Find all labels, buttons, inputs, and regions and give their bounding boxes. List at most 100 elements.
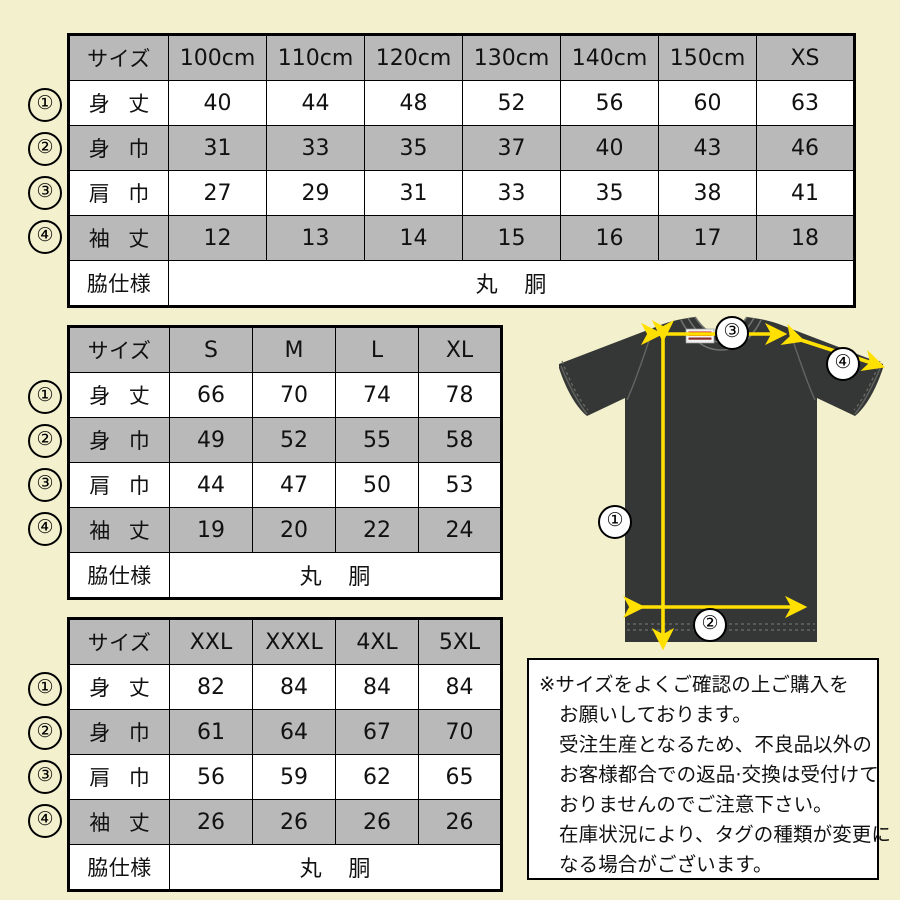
- note-line: 在庫状況により、タグの種類が変更に: [559, 823, 891, 846]
- cell: 12: [168, 215, 267, 261]
- cell: 74: [335, 372, 419, 418]
- cell: 84: [252, 664, 336, 710]
- column-header: XXL: [169, 618, 253, 665]
- column-header: M: [252, 326, 336, 373]
- cell: 26: [418, 799, 502, 845]
- cell: 15: [462, 215, 561, 261]
- row-label: 身 丈: [68, 80, 169, 126]
- note-line: お願いしております。: [559, 703, 752, 726]
- diagram-marker-1: ①: [598, 505, 632, 539]
- cell: 20: [252, 507, 336, 553]
- cell: 18: [756, 215, 855, 261]
- cell: 65: [418, 754, 502, 800]
- cell: 53: [418, 462, 502, 508]
- header-label-size: サイズ: [87, 47, 151, 71]
- table-row: 肩 巾 56 59 62 65: [68, 754, 502, 800]
- cell: 48: [364, 80, 463, 126]
- row-label: 肩 巾: [68, 754, 170, 800]
- column-header: 4XL: [335, 618, 419, 665]
- cell: 67: [335, 709, 419, 755]
- column-header: 150cm: [658, 34, 757, 81]
- note-line: 受注生産となるため、不良品以外の: [559, 733, 872, 756]
- measure-marker-3: ③: [28, 176, 62, 210]
- cell: 70: [418, 709, 502, 755]
- cell: 59: [252, 754, 336, 800]
- header-label-size: サイズ: [87, 631, 152, 655]
- cell: 50: [335, 462, 419, 508]
- cell: 55: [335, 417, 419, 463]
- table-header-row: サイズ 100cm 110cm 120cm 130cm 140cm 150cm …: [68, 34, 855, 81]
- table-row: 身 丈 82 84 84 84: [68, 664, 502, 710]
- row-label: 袖 丈: [68, 507, 170, 553]
- cell: 35: [364, 125, 463, 171]
- cell: 14: [364, 215, 463, 261]
- cell: 46: [756, 125, 855, 171]
- row-label: 袖 丈: [68, 799, 170, 845]
- measure-marker-2: ②: [28, 132, 62, 166]
- cell: 49: [169, 417, 253, 463]
- cell: 26: [335, 799, 419, 845]
- column-header: L: [335, 326, 419, 373]
- note-line: なる場合がございます。: [559, 853, 773, 876]
- footer-value: 丸 胴: [168, 260, 855, 307]
- sleeve-hem-stitch: [561, 360, 881, 411]
- column-header: 140cm: [560, 34, 659, 81]
- column-header-size: サイズ: [68, 326, 170, 373]
- cell: 84: [335, 664, 419, 710]
- measure-marker-4: ④: [28, 220, 62, 254]
- row-label: 肩 巾: [68, 170, 169, 216]
- cell: 17: [658, 215, 757, 261]
- size-table-kids: サイズ 100cm 110cm 120cm 130cm 140cm 150cm …: [67, 33, 856, 308]
- cell: 66: [169, 372, 253, 418]
- tshirt-silhouette: [559, 317, 883, 642]
- measure-marker-4: ④: [28, 804, 62, 838]
- cell: 60: [658, 80, 757, 126]
- measure-marker-1: ①: [28, 672, 62, 706]
- column-header: 120cm: [364, 34, 463, 81]
- measure-marker-3: ③: [28, 468, 62, 502]
- table-row: 肩 巾 44 47 50 53: [68, 462, 502, 508]
- cell: 63: [756, 80, 855, 126]
- row-label: 身 巾: [68, 709, 170, 755]
- cell: 52: [462, 80, 561, 126]
- row-label: 身 丈: [68, 372, 170, 418]
- table-footer-row: 脇仕様 丸 胴: [68, 260, 855, 307]
- cell: 78: [418, 372, 502, 418]
- column-header-size: サイズ: [68, 34, 169, 81]
- table-footer-row: 脇仕様 丸 胴: [68, 844, 502, 891]
- diagram-marker-4: ④: [826, 347, 860, 381]
- note-line: おりませんのでご注意下さい。: [559, 793, 833, 816]
- cell: 70: [252, 372, 336, 418]
- table-row: 身 丈 40 44 48 52 56 60 63: [68, 80, 855, 126]
- cell: 35: [560, 170, 659, 216]
- note-line: ※サイズをよくご確認の上ご購入を: [539, 673, 849, 696]
- column-header: 100cm: [168, 34, 267, 81]
- measure-marker-1: ①: [28, 88, 62, 122]
- header-label-size: サイズ: [87, 339, 152, 363]
- cell: 31: [168, 125, 267, 171]
- neck-tag-icon: [685, 328, 715, 344]
- column-header: 5XL: [418, 618, 502, 665]
- cell: 19: [169, 507, 253, 553]
- cell: 37: [462, 125, 561, 171]
- measure-marker-1: ①: [28, 380, 62, 414]
- cell: 26: [252, 799, 336, 845]
- cell: 38: [658, 170, 757, 216]
- cell: 44: [266, 80, 365, 126]
- cell: 33: [266, 125, 365, 171]
- cell: 31: [364, 170, 463, 216]
- cell: 58: [418, 417, 502, 463]
- cell: 84: [418, 664, 502, 710]
- column-header-size: サイズ: [68, 618, 170, 665]
- row-label: 肩 巾: [68, 462, 170, 508]
- table-row: 身 丈 66 70 74 78: [68, 372, 502, 418]
- cell: 56: [560, 80, 659, 126]
- cell: 41: [756, 170, 855, 216]
- column-header: XXXL: [252, 618, 336, 665]
- cell: 52: [252, 417, 336, 463]
- cell: 29: [266, 170, 365, 216]
- cell: 40: [560, 125, 659, 171]
- cell: 16: [560, 215, 659, 261]
- cell: 56: [169, 754, 253, 800]
